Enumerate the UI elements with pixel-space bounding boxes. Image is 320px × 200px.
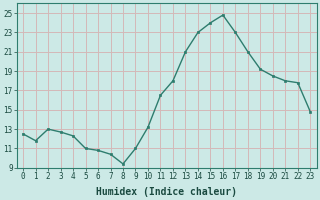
X-axis label: Humidex (Indice chaleur): Humidex (Indice chaleur) [96, 186, 237, 197]
